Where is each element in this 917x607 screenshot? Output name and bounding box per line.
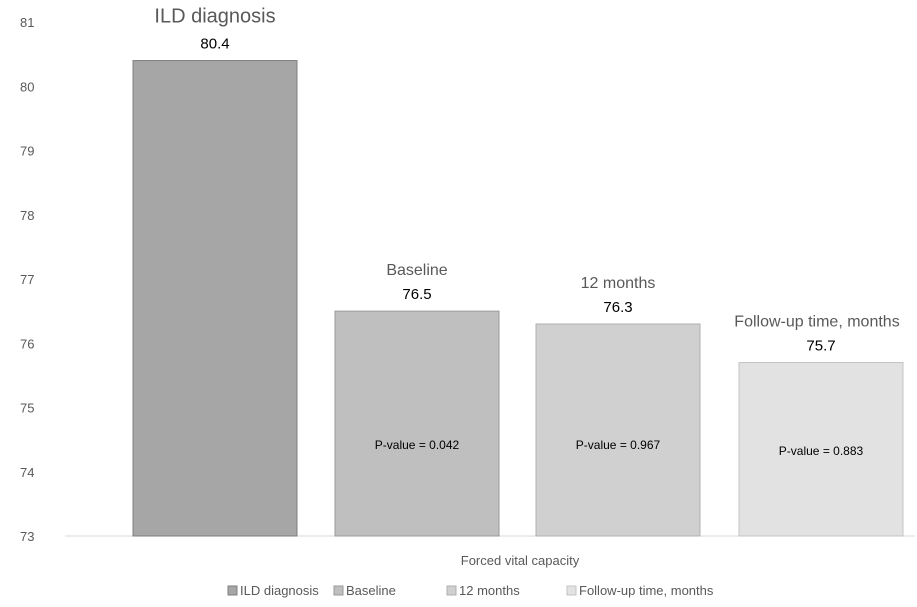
legend-swatch [446,585,457,596]
y-tick-label: 81 [20,15,34,30]
y-tick-label: 74 [20,465,34,480]
y-tick-label: 73 [20,529,34,544]
data-label: 75.7 [806,338,835,355]
bar [535,323,701,537]
y-tick-label: 75 [20,401,34,416]
data-label: 80.4 [200,36,229,53]
y-tick-label: 79 [20,144,34,159]
p-value-label: P-value = 0.883 [779,444,864,458]
legend-swatch [227,585,238,596]
legend-swatch [333,585,344,596]
p-value-label: P-value = 0.967 [576,438,661,452]
legend-label: ILD diagnosis [240,583,319,598]
legend-label: Follow-up time, months [579,583,714,598]
y-tick-label: 80 [20,79,34,94]
bars: 80.4 ILD diagnosis 76.5 Baseline P-value = 0… [132,6,904,537]
legend-label: 12 months [459,583,520,598]
bar [738,362,904,537]
legend-swatch [566,585,577,596]
bar [132,60,298,537]
y-tick-label: 78 [20,208,34,223]
bar-title: Follow-up time, months [734,314,899,331]
data-label: 76.5 [402,286,431,303]
bar-title: 12 months [581,275,656,292]
y-axis-ticks: 73 74 75 76 77 78 79 80 81 [20,15,34,544]
legend: ILD diagnosis Baseline 12 months Follow-up … [227,583,714,598]
y-tick-label: 76 [20,336,34,351]
bar [334,310,500,537]
p-value-label: P-value = 0.042 [375,438,460,452]
data-label: 76.3 [603,299,632,316]
bar-title: ILD diagnosis [154,6,275,28]
y-tick-label: 77 [20,272,34,287]
legend-label: Baseline [346,583,396,598]
x-axis-label: Forced vital capacity [461,553,580,568]
bar-title: Baseline [386,262,447,279]
